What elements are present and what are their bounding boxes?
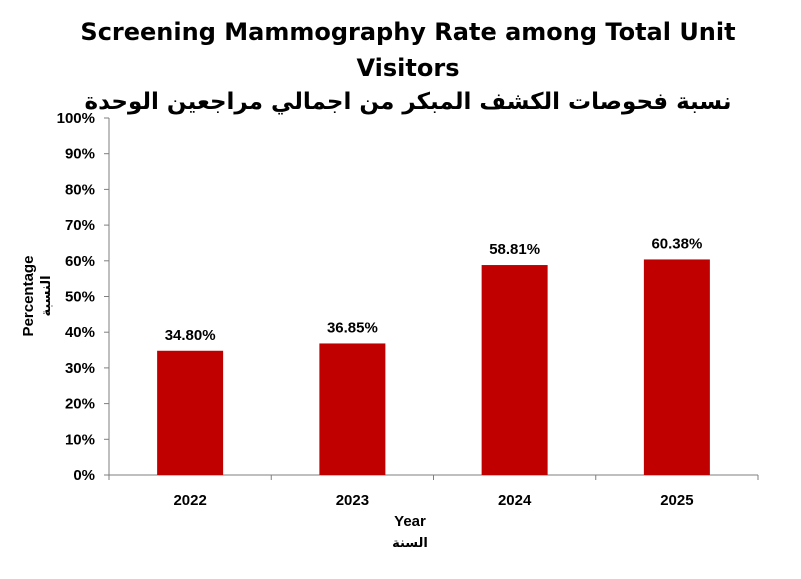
x-tick-label-2024: 2024 <box>498 492 532 509</box>
bar-2022 <box>157 350 224 475</box>
chart-subtitle-arabic: نسبة فحوصات الكشف المبكر من اجمالي مراجع… <box>85 89 732 115</box>
data-labels: 34.80% 36.85% 58.81% 60.38% <box>165 235 703 343</box>
bar-2024 <box>481 265 548 475</box>
y-tick-label: 20% <box>65 396 95 413</box>
y-tick-label: 90% <box>65 146 95 163</box>
y-tick-label: 30% <box>65 360 95 377</box>
y-tick-label: 40% <box>65 324 95 341</box>
y-tick-label: 70% <box>65 217 95 234</box>
x-tick-label-2025: 2025 <box>660 492 693 509</box>
data-label-2022: 34.80% <box>165 327 216 344</box>
y-tick-label: 100% <box>57 110 95 127</box>
x-tick-label-2022: 2022 <box>173 492 206 509</box>
y-tick-label: 10% <box>65 431 95 448</box>
y-tick-label: 60% <box>65 253 95 270</box>
chart-title-line1: Screening Mammography Rate among Total U… <box>80 18 735 46</box>
bars <box>157 259 710 475</box>
data-label-2024: 58.81% <box>489 241 540 258</box>
x-tick-label-2023: 2023 <box>336 492 369 509</box>
x-axis: 2022 2023 2024 2025 <box>108 474 759 509</box>
y-axis-label: Percentage <box>20 256 37 337</box>
y-tick-label: 0% <box>73 467 95 484</box>
bar-2023 <box>319 343 386 475</box>
data-label-2025: 60.38% <box>651 235 702 252</box>
y-tick-label: 50% <box>65 289 95 306</box>
x-axis-label-arabic: السنة <box>392 536 428 551</box>
x-axis-label: Year <box>394 513 426 530</box>
y-axis: 0% 10% 20% 30% 40% 50% 60% 70% 80% 90% 100% <box>57 110 110 484</box>
y-axis-label-arabic: النسبة <box>39 275 54 316</box>
bar-2025 <box>643 259 710 475</box>
y-tick-label: 80% <box>65 181 95 198</box>
data-label-2023: 36.85% <box>327 319 378 336</box>
chart-title-line2: Visitors <box>357 54 460 82</box>
